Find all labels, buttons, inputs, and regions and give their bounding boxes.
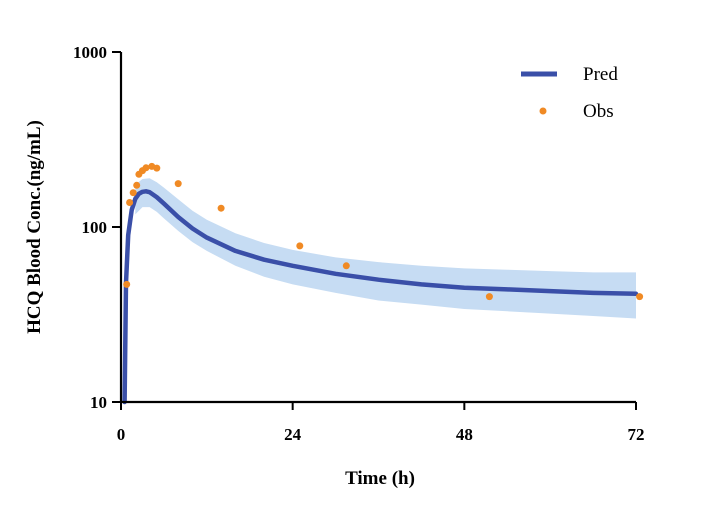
- pred-series-line: [122, 189, 639, 405]
- x-tick-label: 72: [628, 425, 645, 444]
- x-tick-label: 0: [117, 425, 126, 444]
- y-axis-title: HCQ Blood Conc.(ng/mL): [24, 120, 45, 334]
- obs-point: [142, 164, 150, 172]
- obs-point: [485, 293, 493, 301]
- prediction-interval-layer: [135, 178, 637, 319]
- obs-point: [174, 180, 182, 188]
- ticks: 0 24 48 72 10 100 1000: [73, 43, 645, 444]
- y-tick-label: 10: [90, 393, 107, 412]
- obs-points-layer: [123, 162, 644, 301]
- obs-point: [123, 280, 131, 288]
- legend-pred-label: Pred: [583, 64, 618, 85]
- x-tick-label: 48: [456, 425, 473, 444]
- y-tick-label: 1000: [73, 43, 107, 62]
- pred-line-layer: [122, 189, 639, 405]
- legend-obs-swatch: [539, 107, 547, 115]
- obs-point: [296, 242, 304, 250]
- prediction-interval-band: [135, 178, 637, 319]
- x-axis-title: Time (h): [345, 468, 415, 489]
- x-tick-label: 24: [284, 425, 302, 444]
- obs-point: [342, 262, 350, 270]
- obs-point: [636, 293, 644, 301]
- obs-point: [126, 199, 134, 206]
- obs-point: [129, 189, 137, 197]
- obs-point: [217, 204, 225, 212]
- obs-point: [133, 181, 141, 189]
- obs-point: [153, 164, 161, 172]
- legend: Pred Obs: [521, 64, 618, 122]
- legend-obs-label: Obs: [583, 101, 614, 122]
- y-tick-label: 100: [82, 218, 108, 237]
